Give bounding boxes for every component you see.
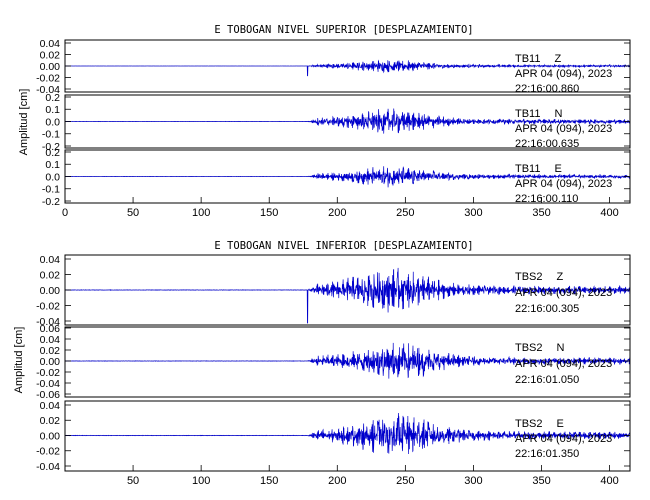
x-tick-label: 200 (328, 475, 346, 487)
y-tick-label: 0.2 (45, 147, 60, 159)
top-n-y-axis: 0.2 0.1 0.0 -0.1 -0.2 (42, 92, 630, 153)
top-z-date-label: APR 04 (094), 2023 (515, 68, 612, 80)
bottom-e-waveform (64, 412, 631, 454)
x-tick-label: 150 (260, 207, 278, 219)
y-tick-label: 0.1 (45, 159, 60, 171)
x-tick-label: 50 (127, 475, 139, 487)
x-tick-label: 250 (396, 475, 414, 487)
y-tick-label: 0.04 (40, 334, 61, 346)
x-tick-label: 300 (464, 475, 482, 487)
y-tick-label: 0.0 (45, 117, 60, 129)
top-z-y-axis: 0.04 0.02 0.00 -0.02 -0.04 (36, 38, 630, 96)
bottom-n-date-label: APR 04 (094), 2023 (515, 358, 612, 370)
bottom-z-waveform (64, 267, 631, 324)
bottom-y-axis-label: Amplitud [cm] (13, 327, 25, 394)
y-tick-label: 0.04 (40, 254, 61, 266)
top-trace-e-panel: 0.2 0.1 0.0 -0.1 -0.2 TB11 E APR 04 (094)… (42, 147, 631, 208)
y-tick-label: -0.06 (36, 389, 60, 401)
y-tick-label: -0.02 (36, 367, 60, 379)
x-tick-label: 150 (260, 475, 278, 487)
x-tick-label: 100 (192, 475, 210, 487)
y-tick-label: -0.04 (36, 461, 60, 473)
bottom-z-time-label: 22:16:00.305 (515, 303, 579, 315)
y-tick-label: -0.04 (36, 378, 60, 390)
bottom-chart-title: E TOBOGAN NIVEL INFERIOR [DESPLAZAMIENTO… (214, 240, 473, 252)
bottom-n-time-label: 22:16:01.050 (515, 374, 579, 386)
bottom-z-station-label: TBS2 Z (515, 271, 564, 283)
top-trace-z-panel: 0.04 0.02 0.00 -0.02 -0.04 TB11 Z APR 04 … (36, 38, 631, 96)
top-e-time-label: 22:16:00.110 (515, 193, 578, 205)
y-tick-label: -0.02 (36, 446, 60, 458)
y-tick-label: 0.2 (45, 92, 60, 104)
x-tick-label: 350 (532, 475, 550, 487)
y-tick-label: 0.02 (40, 415, 61, 427)
top-n-waveform (64, 108, 631, 134)
bottom-e-date-label: APR 04 (094), 2023 (515, 433, 612, 445)
y-tick-label: 0.00 (40, 285, 61, 297)
x-tick-label: 300 (464, 207, 482, 219)
top-n-time-label: 22:16:00.635 (515, 138, 579, 150)
y-tick-label: -0.02 (36, 301, 60, 313)
bottom-n-station-label: TBS2 N (515, 342, 565, 354)
y-tick-label: -0.1 (42, 129, 60, 141)
bottom-trace-z-panel: 0.04 0.02 0.00 -0.02 -0.04 TBS2 Z APR 04 … (36, 254, 631, 328)
y-tick-label: -0.2 (42, 196, 60, 208)
top-n-station-label: TB11 N (515, 108, 562, 120)
bottom-e-frame (64, 400, 631, 472)
top-z-station-label: TB11 Z (515, 53, 561, 65)
x-tick-label: 0 (62, 207, 68, 219)
x-tick-label: 400 (600, 207, 618, 219)
x-tick-label: 50 (127, 207, 139, 219)
y-tick-label: -0.04 (36, 84, 60, 96)
bottom-e-station-label: TBS2 E (515, 418, 564, 430)
y-tick-label: -0.1 (42, 184, 60, 196)
bottom-n-y-axis: 0.06 0.04 0.02 0.00 -0.02 -0.04 -0.06 (36, 323, 630, 401)
bottom-z-date-label: APR 04 (094), 2023 (515, 287, 612, 299)
top-e-waveform (64, 166, 631, 188)
top-y-axis-label: Amplitud [cm] (18, 89, 30, 156)
y-tick-label: -0.2 (42, 141, 60, 153)
top-e-station-label: TB11 E (515, 163, 562, 175)
bottom-n-waveform (64, 342, 631, 379)
x-tick-label: 350 (532, 207, 550, 219)
x-tick-label: 200 (328, 207, 346, 219)
bottom-n-frame (64, 326, 631, 398)
y-tick-label: 0.02 (40, 50, 61, 62)
top-trace-n-panel: 0.2 0.1 0.0 -0.1 -0.2 TB11 N APR 04 (094)… (42, 92, 631, 153)
top-e-y-axis: 0.2 0.1 0.0 -0.1 -0.2 (42, 147, 630, 208)
y-tick-label: 0.00 (40, 356, 61, 368)
top-z-time-label: 22:16:00.860 (515, 83, 579, 95)
x-tick-label: 400 (600, 475, 618, 487)
y-tick-label: 0.00 (40, 431, 61, 443)
top-x-axis: 0 50 100 150 200 250 300 350 400 (62, 197, 619, 219)
top-n-date-label: APR 04 (094), 2023 (515, 123, 612, 135)
y-tick-label: 0.04 (40, 400, 61, 412)
x-tick-label: 100 (192, 207, 210, 219)
y-tick-label: 0.00 (40, 61, 61, 73)
top-z-waveform (64, 59, 631, 77)
bottom-trace-e-panel: 0.04 0.02 0.00 -0.02 -0.04 TBS2 E APR 04 … (36, 400, 631, 473)
bottom-trace-n-panel: 0.06 0.04 0.02 0.00 -0.02 -0.04 -0.06 TB… (36, 323, 631, 401)
y-tick-label: 0.02 (40, 345, 61, 357)
bottom-e-time-label: 22:16:01.350 (515, 448, 579, 460)
y-tick-label: 0.1 (45, 104, 60, 116)
top-e-date-label: APR 04 (094), 2023 (515, 178, 612, 190)
bottom-x-axis: 50 100 150 200 250 300 350 400 (127, 465, 619, 487)
bottom-e-y-axis: 0.04 0.02 0.00 -0.02 -0.04 (36, 400, 630, 473)
x-tick-label: 250 (396, 207, 414, 219)
y-tick-label: -0.02 (36, 73, 60, 85)
top-chart-title: E TOBOGAN NIVEL SUPERIOR [DESPLAZAMIENTO… (214, 24, 473, 36)
y-tick-label: 0.02 (40, 270, 61, 282)
bottom-z-y-axis: 0.04 0.02 0.00 -0.02 -0.04 (36, 254, 630, 328)
y-tick-label: 0.04 (40, 38, 61, 50)
y-tick-label: 0.0 (45, 172, 60, 184)
y-tick-label: -0.04 (36, 316, 60, 328)
y-tick-label: 0.06 (40, 323, 61, 335)
